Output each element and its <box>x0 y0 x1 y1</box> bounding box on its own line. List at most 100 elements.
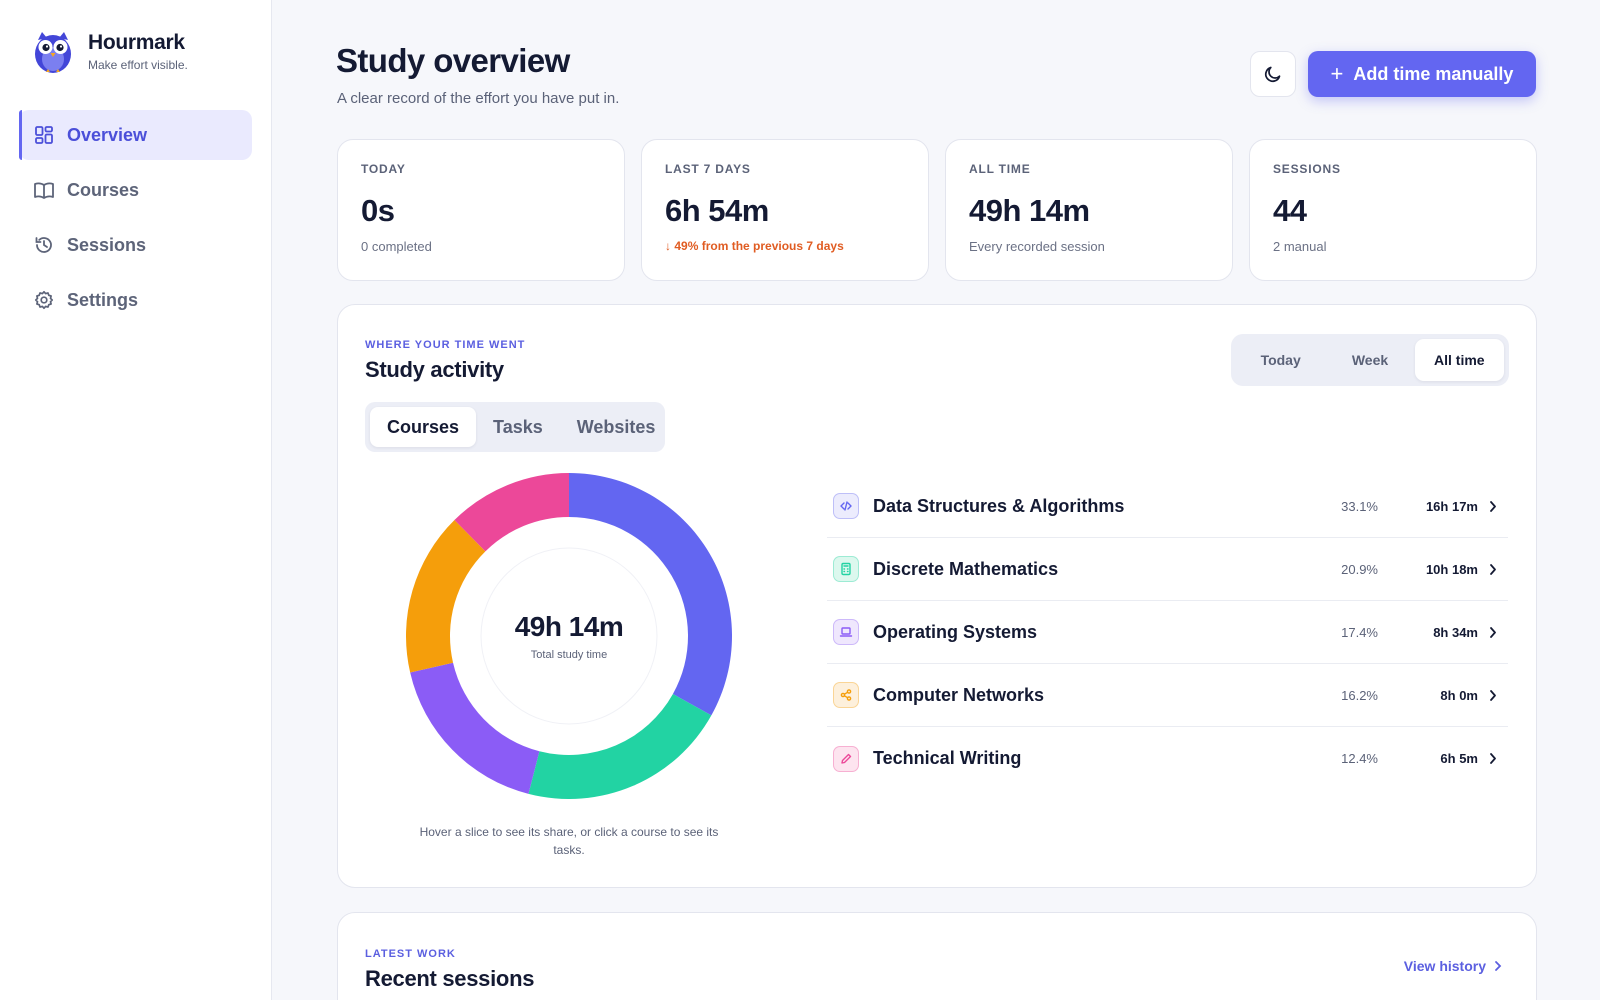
course-row[interactable]: Data Structures & Algorithms 33.1% 16h 17m <box>827 475 1508 538</box>
code-icon <box>833 493 859 519</box>
donut-slice-3[interactable] <box>406 520 486 673</box>
history-icon <box>33 234 55 256</box>
type-selector: Courses Tasks Websites <box>365 402 665 452</box>
arrow-down-icon: ↓ <box>665 239 671 253</box>
donut-caption: Total study time <box>530 649 608 661</box>
sidebar-item-label: Settings <box>67 289 139 310</box>
sidebar-item-sessions[interactable]: Sessions <box>19 220 252 270</box>
course-name: Computer Networks <box>873 684 1045 705</box>
sidebar-item-overview[interactable]: Overview <box>19 110 252 160</box>
course-time: 8h 34m <box>1433 624 1478 640</box>
chevron-right-icon <box>1478 689 1508 702</box>
theme-toggle-button[interactable] <box>1250 51 1296 97</box>
view-history-label: View history <box>1403 958 1486 974</box>
course-name: Data Structures & Algorithms <box>873 495 1125 516</box>
course-percent: 12.4% <box>1341 751 1378 766</box>
course-percent: 20.9% <box>1341 561 1378 577</box>
owl-logo-icon <box>35 32 71 73</box>
stat-value: 6h 54m <box>665 193 769 228</box>
stat-note: 2 manual <box>1273 239 1327 254</box>
brand-tagline: Make effort visible. <box>88 57 188 72</box>
course-row[interactable]: Technical Writing 12.4% 6h 5m <box>827 727 1508 790</box>
brand-name: Hourmark <box>88 30 185 54</box>
donut-total: 49h 14m <box>514 611 624 642</box>
sidebar: Hourmark Make effort visible. Overview C… <box>0 0 272 1000</box>
stat-trend: ↓ 49% from the previous 7 days <box>665 239 905 253</box>
sidebar-item-settings[interactable]: Settings <box>19 275 252 325</box>
add-time-label: Add time manually <box>1353 63 1514 84</box>
range-all-time-button[interactable]: All time <box>1414 339 1504 381</box>
stat-label: SESSIONS <box>1273 162 1341 176</box>
page-subtitle: A clear record of the effort you have pu… <box>337 90 620 107</box>
pencil-icon <box>833 745 859 772</box>
recent-header: LATEST WORK Recent sessions <box>365 948 534 992</box>
stat-label: TODAY <box>361 162 406 176</box>
tab-courses[interactable]: Courses <box>370 407 477 447</box>
course-row[interactable]: Operating Systems 17.4% 8h 34m <box>827 601 1508 664</box>
grid-icon <box>33 124 55 146</box>
donut-slice-4[interactable] <box>454 473 569 552</box>
sidebar-item-courses[interactable]: Courses <box>19 165 252 215</box>
course-time: 6h 5m <box>1440 751 1478 766</box>
donut-center: 49h 14m Total study time <box>406 473 732 799</box>
stat-card-sessions: SESSIONS 44 2 manual <box>1249 139 1537 281</box>
brand[interactable]: Hourmark Make effort visible. <box>32 28 188 74</box>
course-time: 10h 18m <box>1425 561 1478 577</box>
range-week-button[interactable]: Week <box>1351 352 1389 368</box>
recent-title: Recent sessions <box>365 966 535 991</box>
stat-value: 0s <box>361 193 395 228</box>
course-row[interactable]: Computer Networks 16.2% 8h 0m <box>827 664 1508 727</box>
calculator-icon <box>833 556 859 582</box>
donut-slice-2[interactable] <box>410 662 540 794</box>
book-icon <box>33 179 55 201</box>
stats-row: TODAY 0s 0 completed LAST 7 DAYS 6h 54m … <box>337 139 1537 281</box>
sidebar-item-label: Overview <box>67 124 148 145</box>
sidebar-item-label: Sessions <box>67 234 147 255</box>
plus-icon: + <box>1330 61 1344 86</box>
course-row[interactable]: Discrete Mathematics 20.9% 10h 18m <box>827 538 1508 601</box>
sidebar-item-label: Courses <box>67 179 140 200</box>
stat-note: Every recorded session <box>969 239 1105 254</box>
chevron-right-icon <box>1478 752 1508 765</box>
stat-label: ALL TIME <box>969 162 1031 176</box>
donut-slice-0[interactable] <box>569 473 732 716</box>
course-time: 16h 17m <box>1425 498 1478 514</box>
moon-icon <box>1264 66 1281 83</box>
study-activity-card: WHERE YOUR TIME WENT Study activity Toda… <box>337 304 1537 888</box>
chevron-right-icon <box>1478 500 1508 513</box>
tab-tasks[interactable]: Tasks <box>493 416 543 437</box>
course-name: Discrete Mathematics <box>873 558 1059 579</box>
stat-card-last-7-days: LAST 7 DAYS 6h 54m ↓ 49% from the previo… <box>641 139 929 281</box>
page-title: Study overview <box>336 42 570 79</box>
gear-icon <box>33 289 55 311</box>
chevron-right-icon <box>1495 961 1502 971</box>
range-today-button[interactable]: Today <box>1260 352 1301 368</box>
donut-chart: 49h 14m Total study time <box>406 473 732 799</box>
course-name: Operating Systems <box>873 621 1038 642</box>
chevron-right-icon <box>1478 563 1508 576</box>
course-percent: 16.2% <box>1341 687 1378 703</box>
tab-websites[interactable]: Websites <box>576 416 656 437</box>
stat-note: 49% from the previous 7 days <box>674 239 844 253</box>
stat-card-all-time: ALL TIME 49h 14m Every recorded session <box>945 139 1233 281</box>
course-name: Technical Writing <box>873 748 1022 768</box>
view-history-link[interactable]: View history <box>1404 958 1502 974</box>
laptop-icon <box>833 619 859 645</box>
course-time: 8h 0m <box>1440 687 1478 703</box>
stat-note: 0 completed <box>361 239 432 254</box>
course-list: Data Structures & Algorithms 33.1% 16h 17m… <box>827 475 1508 790</box>
stat-card-today: TODAY 0s 0 completed <box>337 139 625 281</box>
share-icon <box>833 682 859 708</box>
donut-chart-svg <box>406 473 732 799</box>
donut-hint: Hover a slice to see its share, or click… <box>419 825 719 857</box>
donut-slice-1[interactable] <box>528 693 712 799</box>
stat-value: 49h 14m <box>969 193 1090 228</box>
recent-eyebrow: LATEST WORK <box>365 948 456 960</box>
sidebar-nav: Overview Courses Sessions <box>19 110 252 330</box>
activity-title: Study activity <box>365 357 504 382</box>
recent-sessions-card: LATEST WORK Recent sessions View history <box>337 912 1537 1000</box>
main-content: Study overview A clear record of the eff… <box>272 0 1600 1000</box>
stat-label: LAST 7 DAYS <box>665 162 751 176</box>
add-time-button[interactable]: + Add time manually <box>1308 51 1536 97</box>
course-percent: 17.4% <box>1341 624 1378 640</box>
